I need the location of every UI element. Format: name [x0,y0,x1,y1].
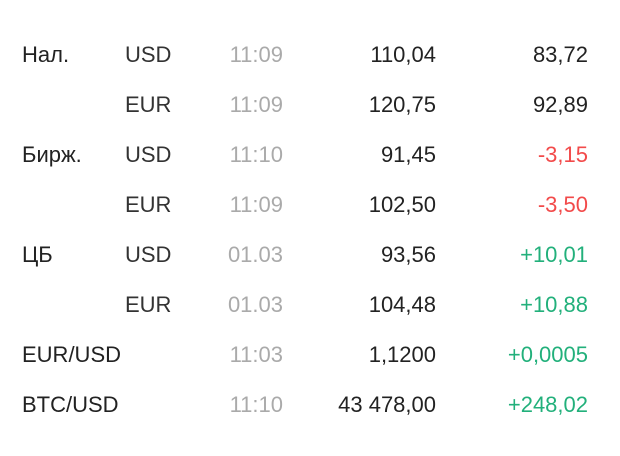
currency-label: USD [125,242,172,267]
rate-change: 83,72 [532,42,588,67]
update-time: 11:09 [229,192,283,217]
rate-row[interactable]: EUR 11:09 120,75 92,89 [0,80,620,130]
currency-label: USD [125,142,172,167]
rate-source-label: Нал. [22,42,70,67]
rate-value: 91,45 [380,142,436,167]
update-time: 01.03 [227,242,283,267]
rate-value: 93,56 [380,242,436,267]
rate-source-label: BTC/USD [22,392,119,417]
update-time: 11:10 [229,142,283,167]
currency-label: EUR [125,292,172,317]
currency-label: EUR [125,192,172,217]
rate-change: -3,50 [537,192,588,217]
rate-source-label: ЦБ [22,242,53,267]
update-time: 11:03 [229,342,283,367]
rate-row[interactable]: EUR/USD 11:03 1,1200 +0,0005 [0,330,620,380]
rate-source-label: EUR/USD [22,342,122,367]
currency-label: USD [125,42,172,67]
rate-row[interactable]: Нал. USD 11:09 110,04 83,72 [0,30,620,80]
rate-change: +10,01 [520,242,588,267]
currency-label: EUR [125,92,172,117]
rate-value: 102,50 [368,192,436,217]
rate-value: 110,04 [370,42,436,67]
rate-row[interactable]: EUR 01.03 104,48 +10,88 [0,280,620,330]
rate-change: +0,0005 [507,342,588,367]
rate-source-label: Бирж. [22,142,82,167]
update-time: 11:10 [229,392,283,417]
rate-value: 1,1200 [368,342,436,367]
rate-row[interactable]: ЦБ USD 01.03 93,56 +10,01 [0,230,620,280]
rate-row[interactable]: EUR 11:09 102,50 -3,50 [0,180,620,230]
update-time: 11:09 [229,42,283,67]
update-time: 01.03 [227,292,283,317]
rate-value: 120,75 [368,92,436,117]
rate-change: +248,02 [507,392,588,417]
rate-row[interactable]: BTC/USD 11:10 43 478,00 +248,02 [0,380,620,430]
rate-change: 92,89 [532,92,588,117]
rate-change: +10,88 [520,292,588,317]
rate-row[interactable]: Бирж. USD 11:10 91,45 -3,15 [0,130,620,180]
rate-change: -3,15 [537,142,588,167]
update-time: 11:09 [229,92,283,117]
rate-value: 104,48 [368,292,436,317]
rate-value: 43 478,00 [338,392,436,417]
